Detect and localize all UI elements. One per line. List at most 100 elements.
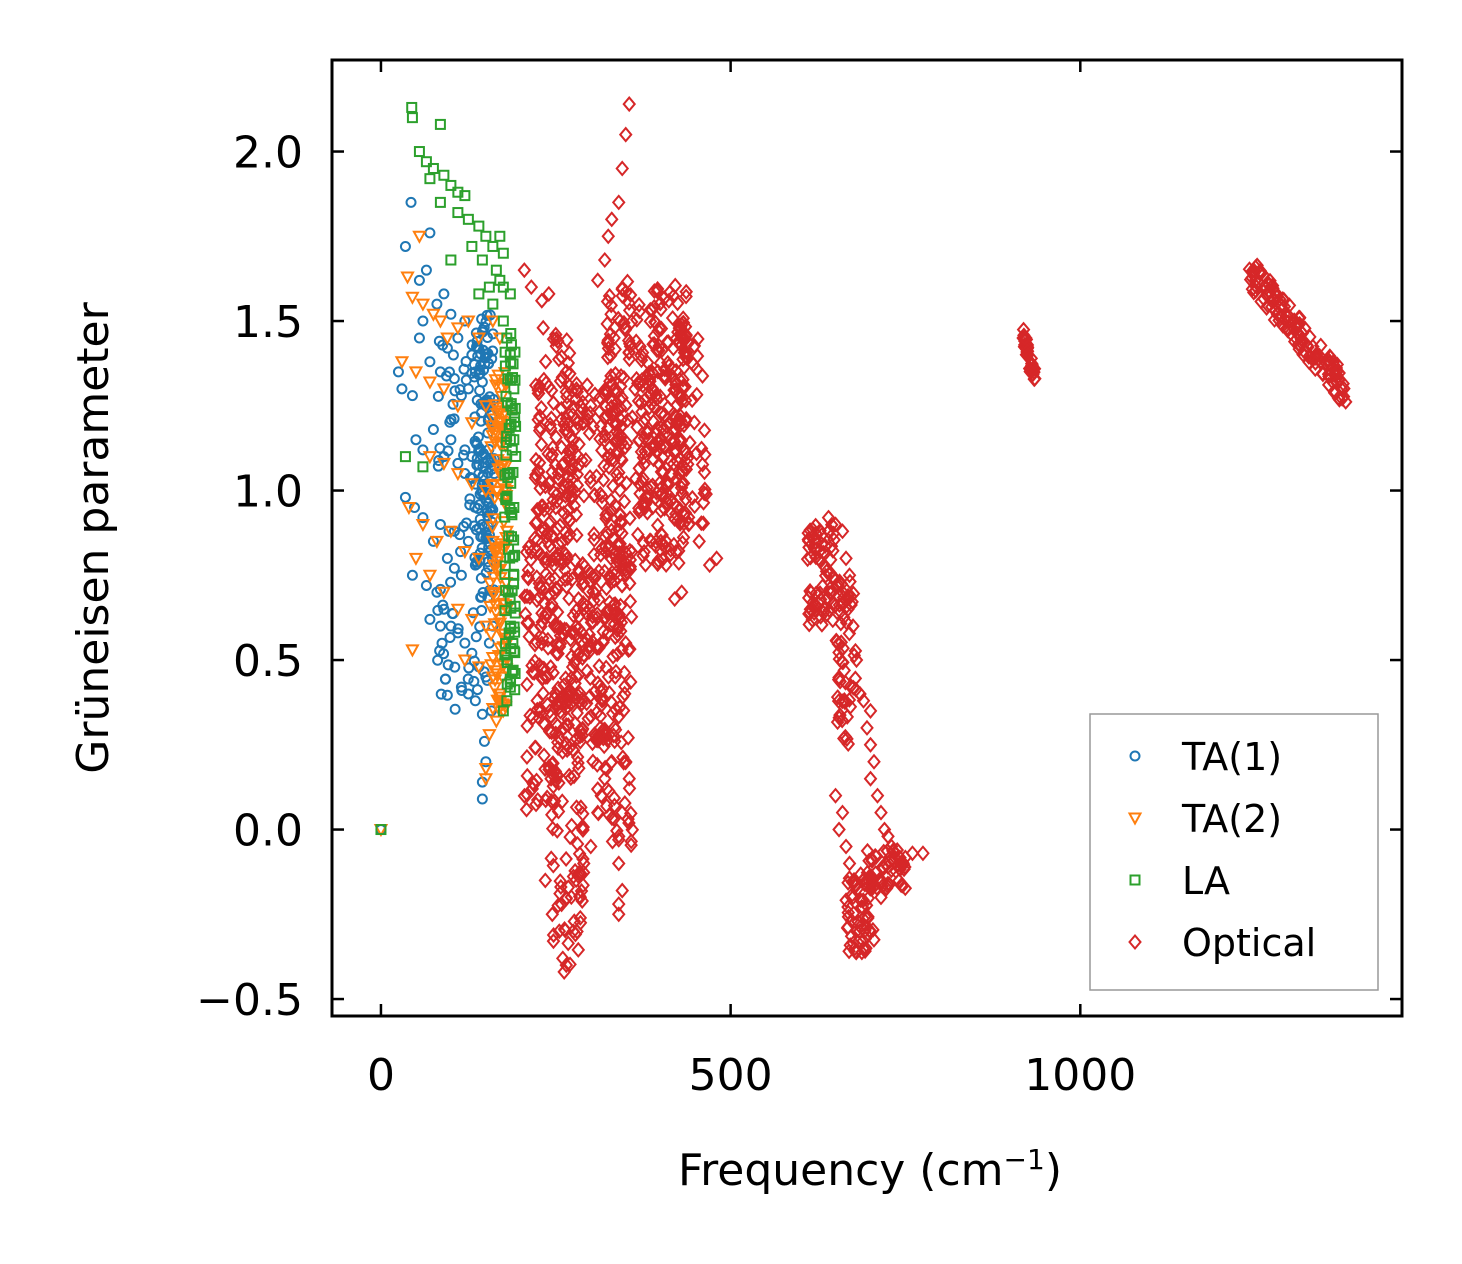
data-point	[528, 636, 542, 653]
data-point	[623, 510, 637, 527]
data-point	[861, 890, 876, 907]
data-point	[542, 723, 557, 740]
data-point	[441, 689, 453, 701]
data-point	[505, 398, 517, 410]
data-point	[520, 767, 535, 784]
data-point	[505, 643, 517, 655]
data-point	[652, 319, 667, 336]
data-point	[426, 308, 441, 322]
data-point	[655, 478, 670, 495]
data-point	[611, 618, 626, 635]
data-point	[434, 366, 446, 378]
data-point	[548, 499, 563, 516]
data-point	[433, 315, 448, 329]
data-point	[434, 118, 446, 130]
data-point	[469, 559, 481, 571]
data-point	[554, 348, 569, 366]
data-point	[592, 657, 607, 675]
data-point	[501, 695, 513, 707]
series-TA(1)	[375, 196, 500, 836]
data-point	[624, 833, 639, 850]
data-point	[593, 546, 608, 563]
data-point	[609, 431, 624, 448]
data-point	[558, 487, 573, 504]
data-point	[469, 366, 481, 378]
data-point	[650, 283, 665, 300]
data-point	[502, 373, 514, 385]
data-point	[856, 940, 871, 957]
data-point	[541, 285, 556, 302]
data-point	[874, 804, 888, 821]
data-point	[461, 315, 476, 329]
data-point	[1273, 307, 1288, 324]
data-point	[415, 298, 431, 312]
data-point	[697, 422, 712, 439]
y-tick-label: 1.0	[233, 467, 303, 518]
data-point	[660, 418, 675, 435]
data-point	[562, 512, 577, 529]
data-point	[546, 331, 561, 348]
data-point	[445, 308, 457, 320]
data-point	[406, 112, 418, 124]
data-point	[524, 279, 539, 296]
data-point	[694, 440, 709, 457]
data-point	[487, 240, 499, 252]
data-point	[659, 438, 673, 456]
data-point	[595, 442, 609, 459]
data-point	[632, 460, 647, 477]
data-point	[622, 575, 637, 592]
data-point	[600, 349, 615, 366]
x-axis-title: Frequency (cm−1)	[678, 1143, 1062, 1197]
data-point	[449, 661, 461, 673]
data-point	[676, 529, 691, 546]
data-point	[632, 431, 647, 448]
data-point	[670, 453, 684, 470]
data-point	[611, 896, 626, 913]
legend-label: LA	[1182, 859, 1230, 903]
data-point	[555, 793, 570, 810]
data-point	[583, 397, 598, 414]
data-point	[622, 351, 637, 368]
data-point	[596, 691, 611, 708]
data-point	[677, 417, 691, 434]
data-point	[615, 160, 630, 177]
data-point	[554, 896, 569, 913]
data-point	[575, 452, 589, 469]
data-point	[631, 392, 646, 410]
data-point	[676, 378, 690, 395]
data-point	[551, 536, 565, 553]
data-point	[697, 464, 712, 481]
data-point	[562, 767, 577, 784]
data-point	[619, 474, 634, 492]
data-point	[604, 398, 619, 415]
data-point	[473, 220, 485, 232]
legend-label: Optical	[1182, 921, 1316, 965]
data-point	[396, 383, 408, 395]
data-point	[492, 688, 508, 702]
data-point	[420, 579, 432, 591]
data-point	[681, 509, 696, 526]
data-point	[568, 420, 583, 437]
series-TA(2)	[373, 230, 515, 838]
data-point	[649, 538, 663, 555]
data-point	[842, 943, 856, 960]
data-point	[450, 603, 466, 617]
data-point	[569, 799, 584, 816]
data-point	[467, 607, 479, 619]
data-point	[590, 639, 604, 657]
data-point	[559, 332, 574, 349]
data-point	[506, 404, 518, 416]
data-point	[623, 287, 638, 304]
data-point	[534, 523, 549, 541]
data-point	[485, 430, 500, 444]
data-point	[466, 647, 478, 659]
data-point	[592, 678, 607, 695]
data-point	[846, 872, 861, 889]
data-point	[846, 889, 860, 906]
data-point	[576, 864, 591, 881]
data-point	[521, 539, 536, 556]
data-point	[646, 336, 660, 353]
legend-label: TA(1)	[1181, 735, 1282, 779]
data-point	[436, 586, 452, 600]
data-point	[833, 707, 847, 724]
